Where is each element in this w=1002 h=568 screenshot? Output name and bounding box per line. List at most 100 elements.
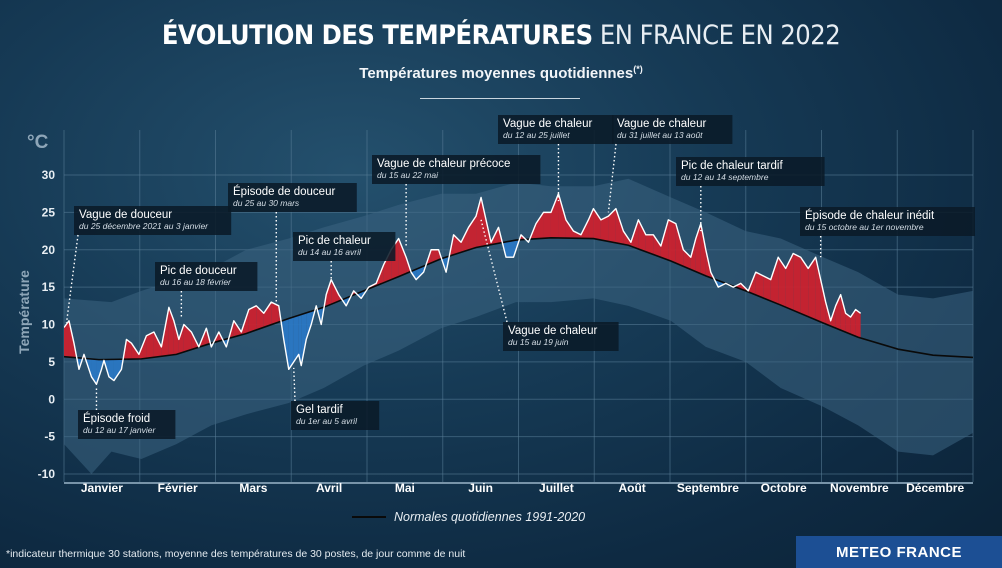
annotation-title: Pic de chaleur tardif xyxy=(681,160,783,172)
annotation-dates: du 25 décembre 2021 au 3 janvier xyxy=(79,221,209,231)
month-label: Avril xyxy=(316,481,342,495)
warm-anomaly-fill xyxy=(398,238,407,277)
annotation-box xyxy=(78,410,176,439)
warm-anomaly-fill xyxy=(855,309,861,338)
warm-anomaly-fill xyxy=(64,320,69,358)
legend-normal-label: Normales quotidiennes 1991-2020 xyxy=(394,510,586,524)
warm-anomaly-fill xyxy=(588,208,594,239)
month-label: Février xyxy=(158,481,198,495)
cold-anomaly-fill xyxy=(506,240,514,258)
warm-anomaly-fill xyxy=(263,302,272,328)
annotation-title: Vague de chaleur xyxy=(617,118,706,130)
month-label: Janvier xyxy=(81,481,123,495)
warm-anomaly-fill xyxy=(755,272,764,298)
brand-logo: METEO FRANCE xyxy=(796,536,1002,568)
warm-anomaly-fill xyxy=(600,216,609,242)
warm-anomaly-fill xyxy=(153,331,162,358)
x-axis-line xyxy=(64,482,973,484)
annotation-title: Épisode froid xyxy=(83,412,150,425)
warm-anomaly-fill xyxy=(565,219,574,239)
warm-anomaly-fill xyxy=(638,219,646,252)
month-label: Novembre xyxy=(830,481,889,495)
daily-temperature-line xyxy=(64,192,862,385)
warm-anomaly-fill xyxy=(815,257,821,322)
legend-normal-swatch xyxy=(352,516,386,518)
warm-anomaly-fill xyxy=(608,208,616,243)
annotation-box xyxy=(676,157,825,186)
annotation-box xyxy=(74,206,232,235)
annotation-leader xyxy=(293,367,296,402)
annotation-dates: du 12 au 14 septembre xyxy=(681,172,769,182)
annotation-box xyxy=(800,207,975,236)
month-label: Mai xyxy=(395,481,415,495)
warm-anomaly-fill xyxy=(248,305,257,333)
annotation-title: Épisode de douceur xyxy=(233,185,335,198)
y-tick-label: 10 xyxy=(42,318,56,332)
warm-anomaly-fill xyxy=(593,208,601,240)
cold-anomaly-fill xyxy=(416,266,424,280)
month-label: Septembre xyxy=(677,481,739,495)
y-tick-label: 20 xyxy=(42,243,56,257)
annotation-dates: du 16 au 18 février xyxy=(160,277,232,287)
warm-anomaly-fill xyxy=(800,257,809,317)
warm-anomaly-fill xyxy=(476,197,482,248)
y-tick-label: -10 xyxy=(38,467,56,481)
annotation-title: Gel tardif xyxy=(296,404,343,416)
warm-anomaly-fill xyxy=(700,223,706,276)
warm-anomaly-fill xyxy=(675,223,684,267)
warm-anomaly-fill xyxy=(183,324,192,352)
y-tick-label: 5 xyxy=(48,355,55,369)
annotation-dates: du 14 au 16 avril xyxy=(298,247,362,257)
month-label: Août xyxy=(618,481,645,495)
annotation-dates: du 31 juillet au 13 août xyxy=(617,130,703,140)
cold-anomaly-fill xyxy=(108,359,114,381)
y-tick-label: 25 xyxy=(42,205,56,219)
annotation-dates: du 1er au 5 avril xyxy=(296,416,358,426)
title-divider xyxy=(420,98,580,99)
record-band xyxy=(64,178,973,475)
footnote: *indicateur thermique 30 stations, moyen… xyxy=(6,548,466,560)
annotation-leader xyxy=(480,219,508,323)
annotation-box xyxy=(372,155,541,184)
warm-anomaly-fill xyxy=(535,212,544,239)
warm-anomaly-fill xyxy=(808,257,816,320)
annotation-title: Vague de chaleur xyxy=(503,118,592,130)
warm-anomaly-fill xyxy=(840,294,846,333)
warm-anomaly-fill xyxy=(481,197,487,247)
month-label: Juillet xyxy=(539,481,574,495)
warm-anomaly-fill xyxy=(178,324,184,354)
warm-anomaly-fill xyxy=(778,257,786,308)
title-light: EN FRANCE EN 2022 xyxy=(599,20,841,51)
annotation-leader xyxy=(65,234,79,324)
record-range-band xyxy=(64,178,973,475)
normal-line xyxy=(64,236,973,361)
annotation-box xyxy=(503,322,619,351)
axes: 30 25 20 15 10 5 0 -5 -10 Janvier Février Mars Avril… xyxy=(16,132,973,495)
subtitle-mark: (*) xyxy=(633,64,643,74)
warm-anomaly-fill xyxy=(763,275,771,302)
warm-anomaly-fill xyxy=(820,279,826,325)
annotation-dates: du 12 au 25 juillet xyxy=(503,130,570,140)
annotation-dates: du 15 au 19 juin xyxy=(508,337,569,347)
annotation-title: Pic de chaleur xyxy=(298,235,371,247)
annotation-box xyxy=(612,115,733,144)
subtitle-text: Températures moyennes quotidiennes xyxy=(359,65,634,82)
warm-anomaly-fill xyxy=(68,320,74,358)
warm-anomaly-fill xyxy=(173,320,179,355)
warm-anomaly-fill xyxy=(845,313,851,335)
y-unit-label: °C xyxy=(27,132,49,153)
warm-anomaly-fill xyxy=(653,234,661,258)
month-label: Octobre xyxy=(761,481,807,495)
cold-anomaly-fill xyxy=(293,315,299,362)
warm-anomaly-fill xyxy=(550,193,559,238)
annotation-box xyxy=(293,232,396,261)
